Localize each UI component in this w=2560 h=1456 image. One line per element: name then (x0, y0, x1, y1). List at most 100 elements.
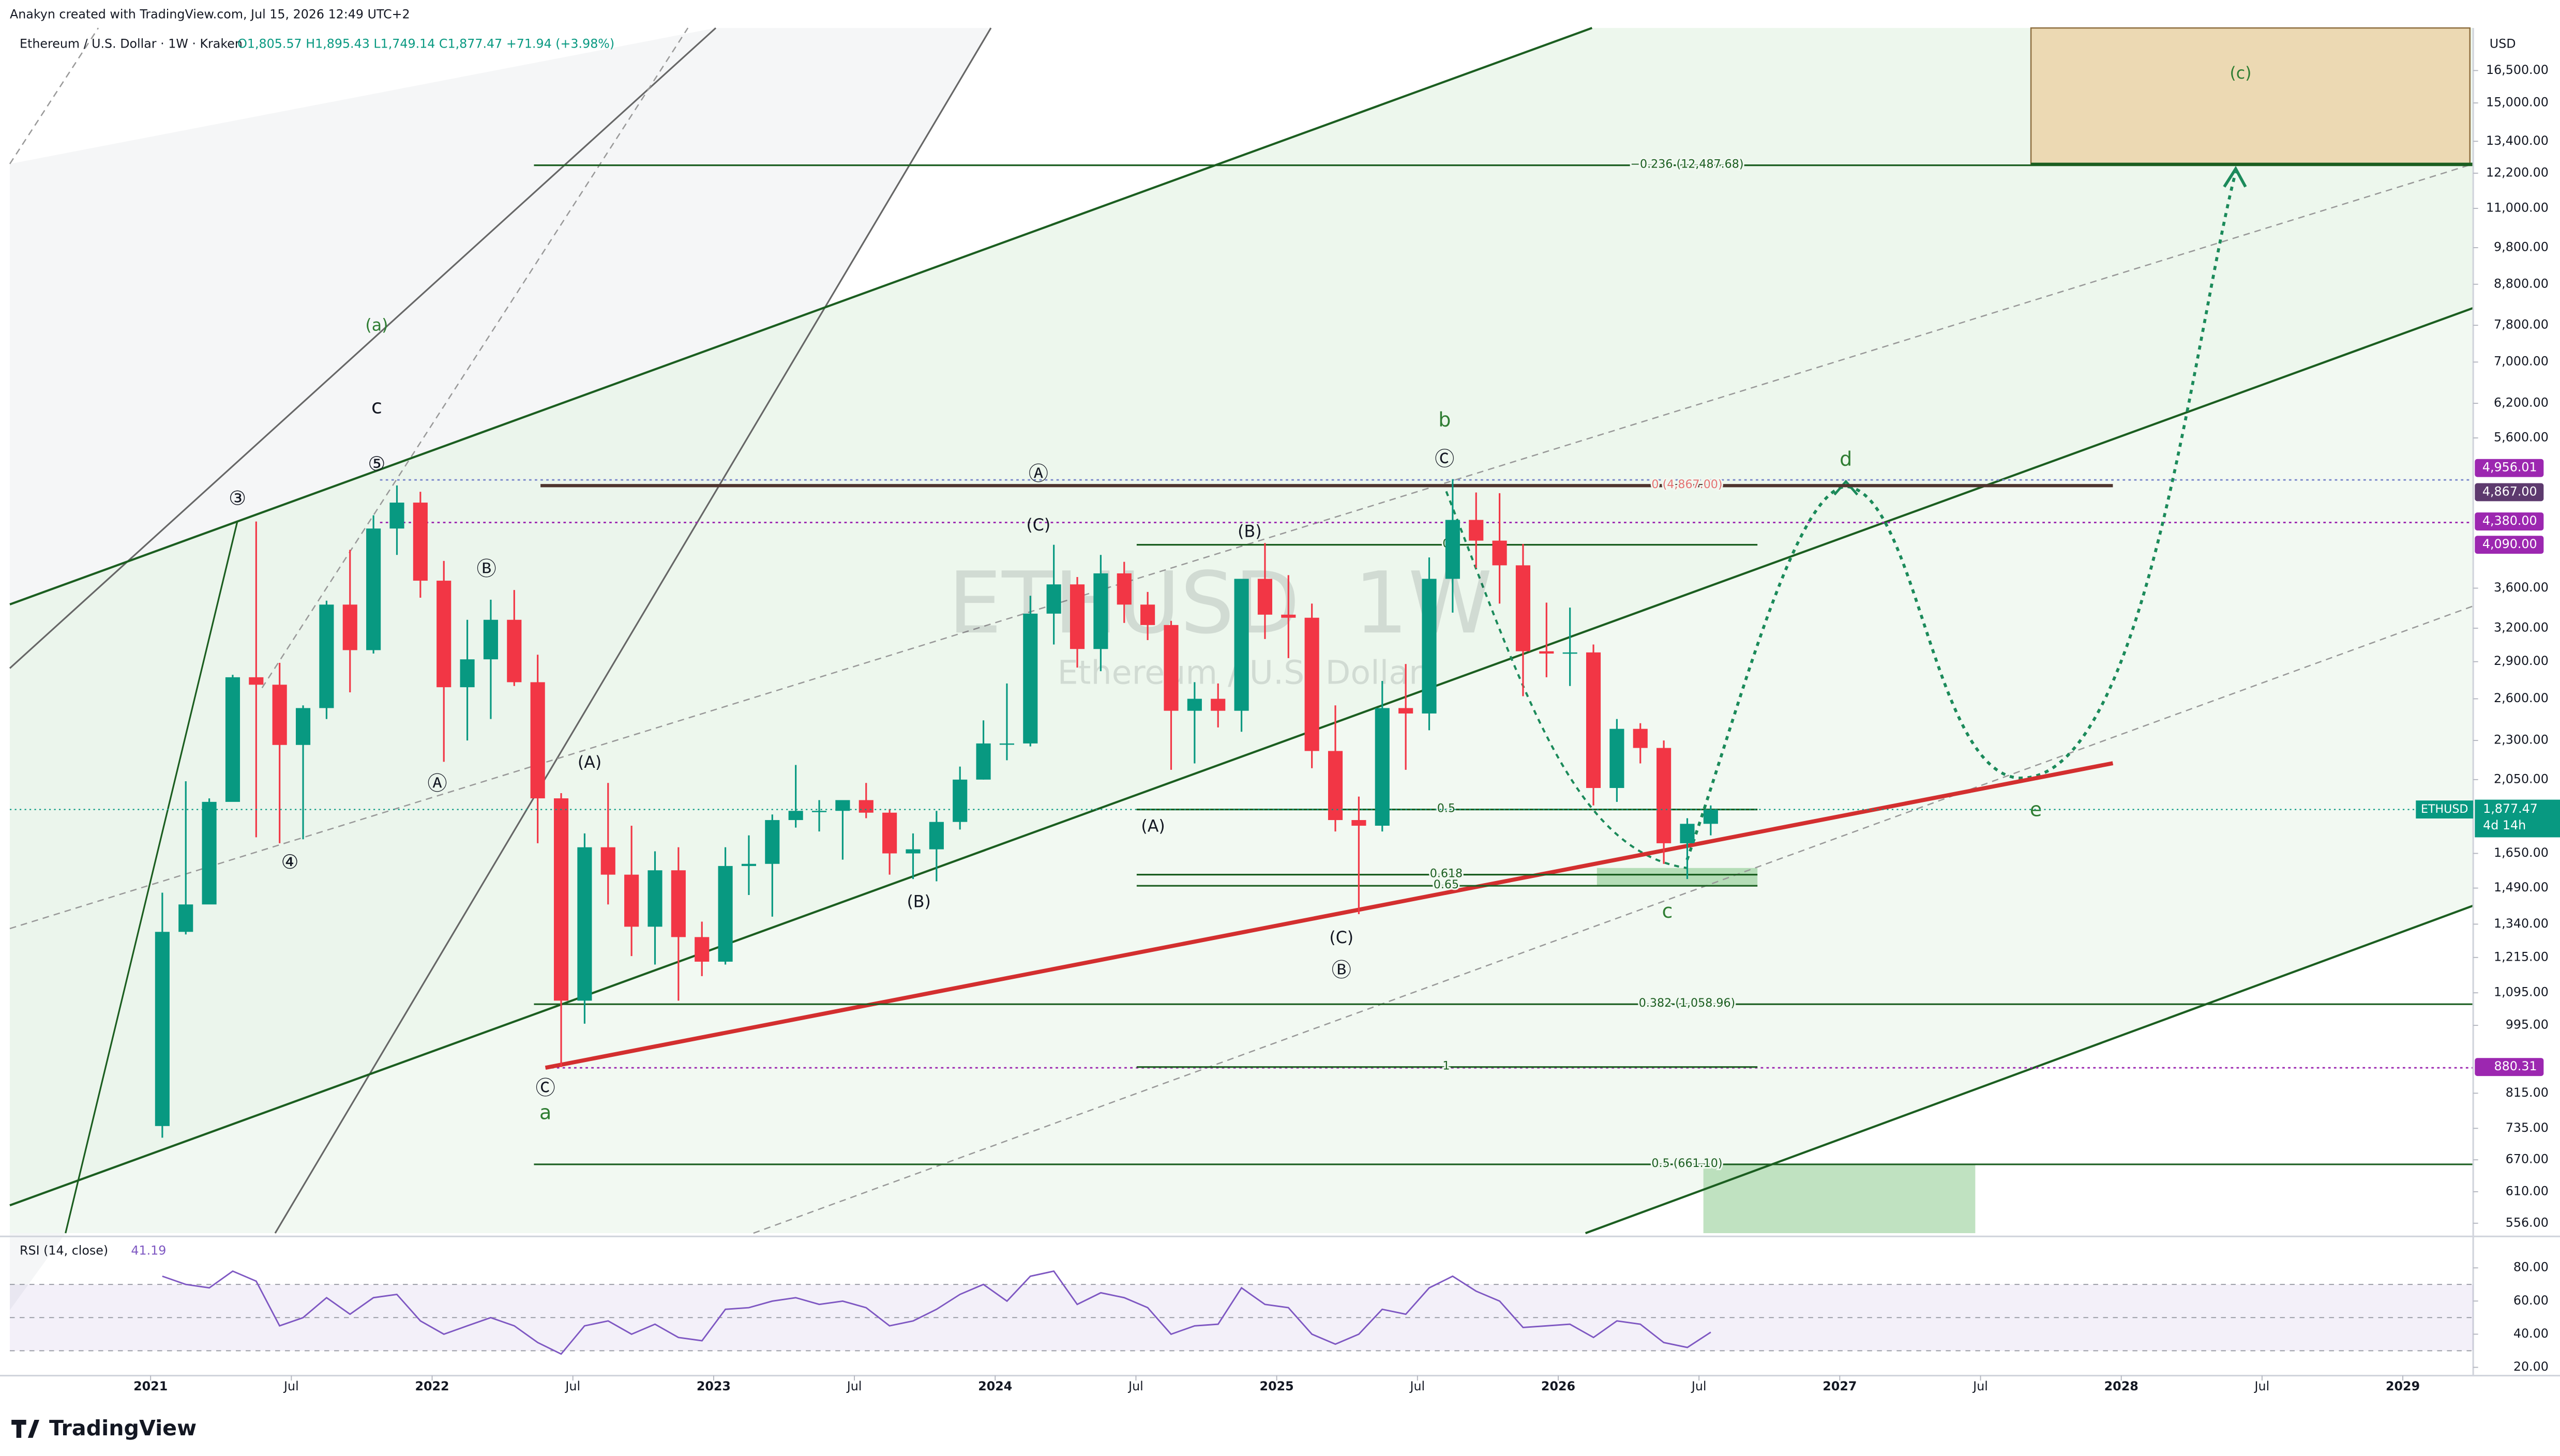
candle-body (530, 682, 545, 799)
candle-body (553, 798, 569, 1001)
rsi-tick-label: 60.00 (2513, 1293, 2549, 1308)
candle-body (460, 659, 475, 688)
candle-body (1070, 584, 1085, 649)
wave-label: b (1438, 408, 1451, 431)
price-tag-label: 4,956.01 (2482, 460, 2537, 475)
fib-label: 0.5 (1437, 802, 1455, 815)
y-tick-label: 9,800.00 (2494, 239, 2549, 254)
price-tag (2475, 536, 2544, 554)
wave-line (65, 521, 238, 1234)
candle-body (1586, 652, 1601, 788)
candle-body (1093, 573, 1108, 649)
wave-label: Ⓒ (536, 1076, 555, 1099)
wave-label: Ⓑ (477, 557, 496, 580)
wave-label: a (539, 1101, 551, 1124)
x-tick-label: Jul (283, 1379, 299, 1393)
grey-dashed-line (9, 27, 99, 164)
x-tick-label: Jul (1691, 1379, 1707, 1393)
last-price-label: 1,877.47 (2483, 801, 2538, 816)
trend-line (545, 761, 2114, 1070)
countdown: 4d 14h (2483, 818, 2526, 832)
candle-body (249, 677, 264, 685)
y-tick-label: 2,050.00 (2494, 771, 2549, 786)
candle-body (483, 619, 499, 660)
price-tag (2475, 459, 2544, 477)
dashed-median-line (753, 605, 2474, 1234)
x-tick-label: 2024 (978, 1379, 1012, 1393)
candle-body (1469, 520, 1484, 541)
target-zone (1703, 1164, 1976, 1234)
wave-label: (A) (578, 753, 601, 772)
y-tick-label: 1,650.00 (2494, 845, 2549, 860)
y-tick-label: 610.00 (2506, 1184, 2549, 1198)
candle-body (695, 937, 710, 962)
dashed-median-line (9, 163, 2474, 930)
candle-body (1234, 579, 1249, 711)
last-price-tag (2475, 799, 2560, 838)
candle-body (295, 708, 311, 745)
candle-body (1445, 520, 1460, 579)
arrow-head (1833, 479, 1859, 496)
candle-body (835, 800, 850, 811)
green-channel-fill-lower (10, 308, 2474, 1234)
candle-body (1422, 579, 1437, 714)
wave-label: Ⓑ (1332, 959, 1351, 981)
y-tick-label: 2,300.00 (2494, 733, 2549, 747)
symbol-line: Ethereum / U.S. Dollar · 1W · Kraken (20, 36, 243, 51)
candle-body (1609, 729, 1624, 788)
rsi-value: 41.19 (131, 1243, 166, 1257)
candle-body (1375, 708, 1390, 826)
candle-body (1657, 748, 1671, 843)
rsi-line (162, 1270, 1711, 1355)
projection-curve (1685, 172, 2237, 860)
y-tick-label: 8,800.00 (2494, 276, 2549, 291)
wave-label: (C) (1329, 929, 1353, 947)
candle-body (1703, 809, 1718, 824)
candle-body (577, 847, 592, 1001)
candle-body (999, 743, 1015, 745)
channel-line (9, 27, 1593, 605)
candle-body (1023, 613, 1038, 744)
channel-line (9, 307, 2474, 1207)
x-tick-label: Jul (564, 1379, 580, 1393)
wave-label: ③ (229, 487, 246, 510)
fib-label: 0.65 (1434, 878, 1459, 891)
y-tick-label: 6,200.00 (2494, 396, 2549, 410)
candle-body (413, 503, 428, 581)
candle-body (507, 619, 522, 682)
wave-label: (a) (365, 316, 388, 335)
price-tag-label: 4,867.00 (2482, 484, 2537, 498)
y-tick-label: 556.00 (2506, 1215, 2549, 1230)
x-tick-label: Jul (1127, 1379, 1143, 1393)
target-box (2030, 27, 2471, 165)
watermark-symbol: ETHUSD, 1W (948, 553, 1493, 653)
candle-body (600, 847, 615, 875)
candle-body (436, 581, 451, 688)
candle-body (1562, 652, 1577, 654)
candle-body (1633, 729, 1648, 748)
candle-body (953, 779, 968, 822)
y-tick-label: 2,600.00 (2494, 691, 2549, 705)
ohlc-line: O1,805.57 H1,895.43 L1,749.14 C1,877.47 … (237, 36, 614, 51)
candle-body (741, 863, 757, 866)
y-tick-label: 12,200.00 (2486, 165, 2549, 179)
candle-body (788, 811, 803, 821)
candle-body (1164, 625, 1179, 711)
candle-body (718, 866, 733, 962)
x-tick-label: 2029 (2386, 1379, 2420, 1393)
fib-label: 0.618 (1430, 867, 1463, 881)
candle-body (1328, 751, 1343, 821)
candle-body (1539, 651, 1554, 654)
rsi-tick-label: 40.00 (2513, 1326, 2549, 1341)
y-tick-label: 16,500.00 (2486, 63, 2549, 77)
y-tick-label: 1,490.00 (2494, 880, 2549, 894)
price-tag (2475, 483, 2544, 502)
y-tick-label: 995.00 (2506, 1018, 2549, 1032)
rsi-title: RSI (14, close) (20, 1243, 108, 1257)
wave-label: (B) (1238, 523, 1261, 541)
candle-body (811, 811, 827, 812)
price-tag (2475, 1058, 2544, 1076)
candle-body (882, 812, 897, 854)
wave-label: d (1840, 448, 1852, 471)
